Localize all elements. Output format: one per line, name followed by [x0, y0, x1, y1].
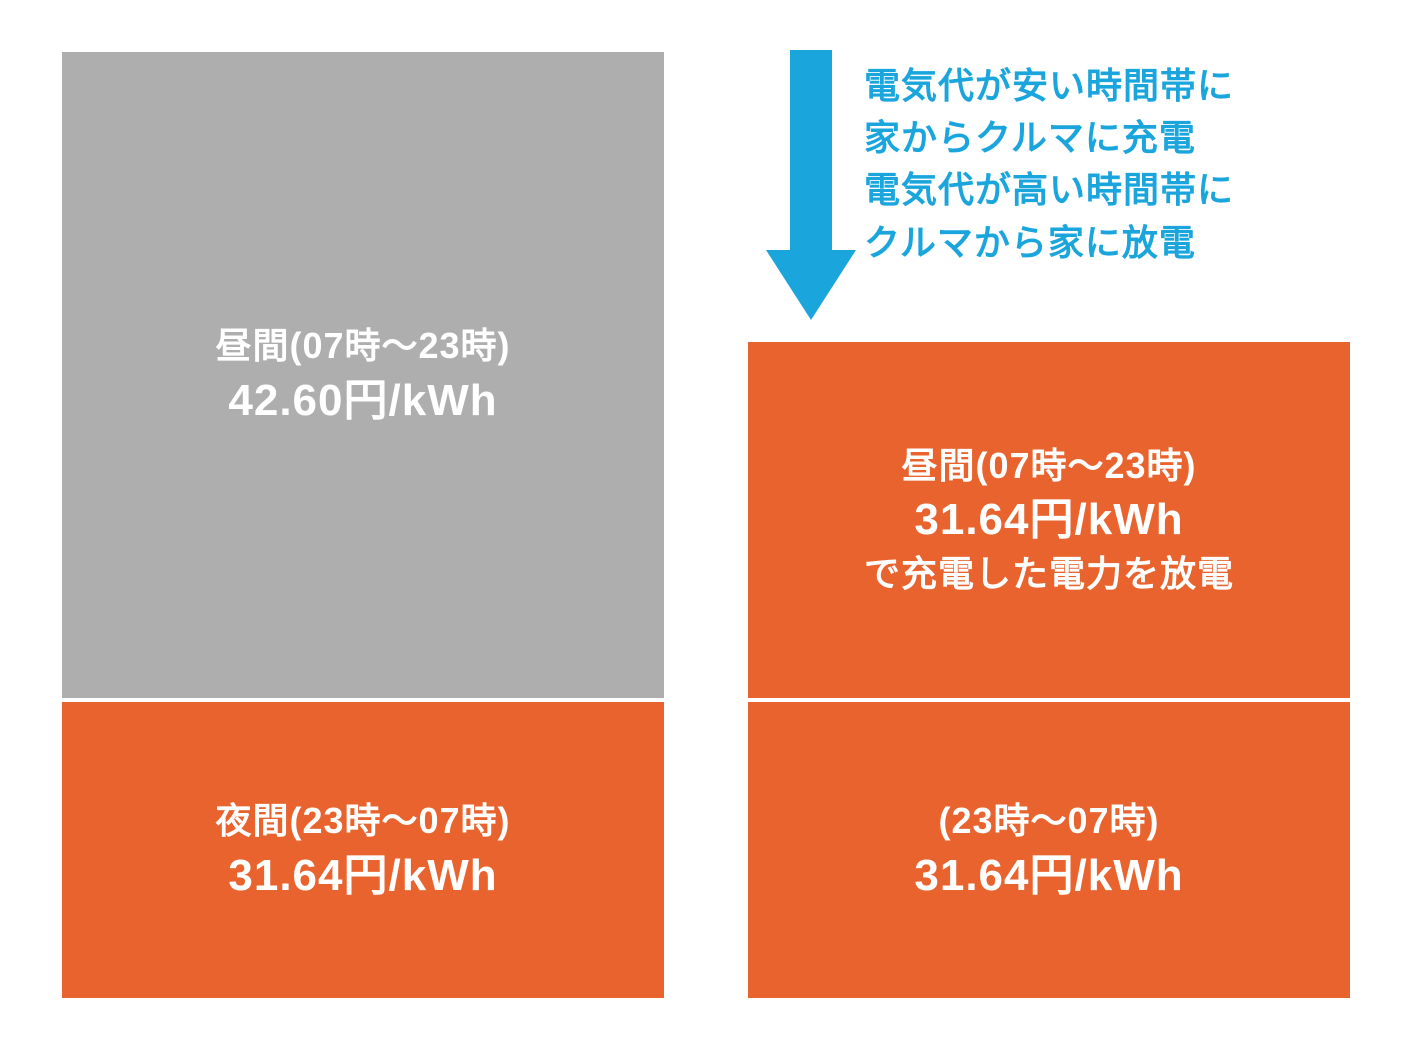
right-night-price: 31.64円/kWh: [914, 847, 1183, 904]
left-day-label: 昼間(07時～23時): [215, 321, 510, 371]
left-night-label: 夜間(23時～07時): [215, 796, 510, 846]
right-day-price: 31.64円/kWh: [914, 491, 1183, 548]
annotation-wrap: 電気代が安い時間帯に 家からクルマに充電 電気代が高い時間帯に クルマから家に放…: [766, 50, 1234, 320]
down-arrow-icon: [766, 50, 856, 320]
right-day-label: 昼間(07時～23時): [901, 441, 1196, 491]
right-day-block: 昼間(07時～23時) 31.64円/kWh で充電した電力を放電: [746, 340, 1352, 700]
right-night-label: (23時～07時): [938, 796, 1159, 846]
annotation-line3: 電気代が高い時間帯に: [864, 169, 1234, 210]
diagram-container: 昼間(07時～23時) 42.60円/kWh 夜間(23時～07時) 31.64…: [0, 0, 1412, 1060]
right-day-extra: で充電した電力を放電: [864, 549, 1234, 599]
right-column: 電気代が安い時間帯に 家からクルマに充電 電気代が高い時間帯に クルマから家に放…: [746, 50, 1352, 1000]
annotation-line4: クルマから家に放電: [864, 222, 1196, 263]
annotation-line1: 電気代が安い時間帯に: [864, 65, 1234, 106]
left-night-price: 31.64円/kWh: [228, 847, 497, 904]
left-column: 昼間(07時～23時) 42.60円/kWh 夜間(23時～07時) 31.64…: [60, 50, 666, 1000]
right-night-block: (23時～07時) 31.64円/kWh: [746, 700, 1352, 1000]
left-day-price: 42.60円/kWh: [228, 372, 497, 429]
left-night-block: 夜間(23時～07時) 31.64円/kWh: [60, 700, 666, 1000]
left-day-block: 昼間(07時～23時) 42.60円/kWh: [60, 50, 666, 700]
annotation-line2: 家からクルマに充電: [864, 117, 1196, 158]
annotation-text: 電気代が安い時間帯に 家からクルマに充電 電気代が高い時間帯に クルマから家に放…: [864, 60, 1234, 269]
